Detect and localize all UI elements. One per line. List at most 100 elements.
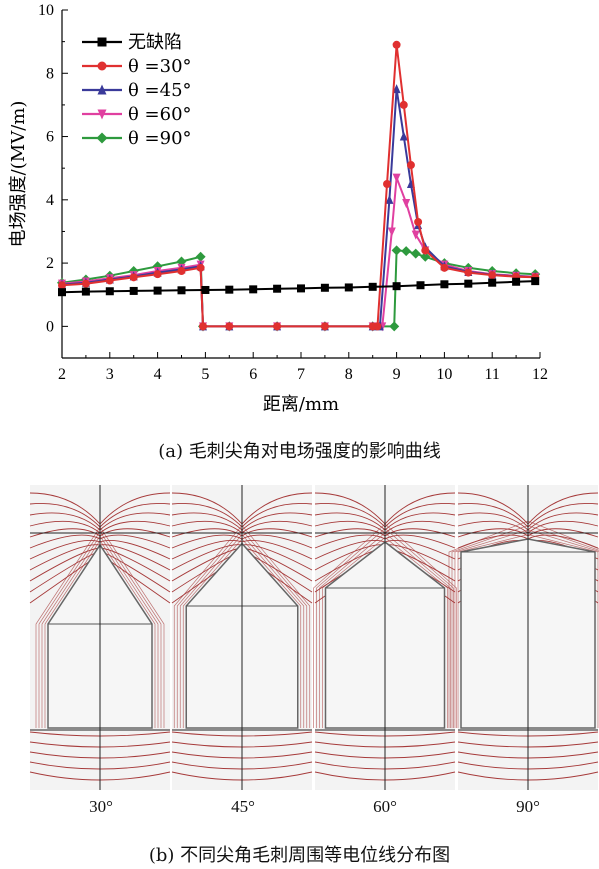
data-point [414,217,423,226]
data-point [81,279,90,288]
data-point [196,263,205,272]
data-point [297,284,305,293]
data-point [177,286,186,295]
data-point [531,277,540,286]
x-tick-label: 7 [297,366,305,383]
data-point [105,276,114,285]
data-point [225,322,234,331]
data-point [387,227,396,237]
x-tick-label: 3 [106,366,114,383]
data-point [440,280,449,289]
panel-label-30: 30° [89,797,113,816]
legend-label: θ =30° [128,56,192,77]
data-point [401,246,412,257]
field-strength-chart: 2 3 4 5 6 7 8 9 10 11 12 0 2 4 6 8 10 距离/mm 电场强度/(MV/m) 无缺… [8,2,548,415]
data-point [420,251,431,262]
data-point [273,284,282,293]
x-tick-label: 2 [58,366,66,383]
data-point [410,248,421,259]
data-point [199,322,208,331]
data-point [392,40,401,49]
series-group [58,277,540,297]
data-point [129,273,138,282]
data-point [440,263,449,272]
series-group [58,40,540,331]
data-point [58,288,66,297]
panel-90° [448,485,599,790]
legend-label: θ =90° [128,128,192,149]
y-axis-label: 电场强度/(MV/m) [8,101,29,248]
data-point [368,282,377,291]
data-point [97,61,107,71]
x-tick-label: 12 [532,366,548,383]
data-point [392,84,401,94]
data-point [97,37,107,47]
figure-caption-a: (a) 毛刺尖角对电场强度的影响曲线 [158,441,441,462]
chart-legend: 无缺陷 θ =30° θ =45° θ =60° θ =90° [82,32,192,149]
data-point [97,84,107,95]
data-point [249,285,258,294]
data-point [488,271,497,280]
data-point [385,194,394,204]
panel-30° [29,485,171,790]
data-point [97,109,107,120]
chart-series [57,40,541,332]
data-point [81,287,90,296]
data-point [105,287,114,296]
data-point [416,281,425,290]
data-point [320,322,329,331]
y-tick-label: 2 [46,255,54,272]
data-point [389,321,400,332]
data-point [195,251,206,262]
y-tick-label: 0 [46,318,54,335]
x-axis-label: 距离/mm [263,394,339,415]
data-point [512,277,521,286]
x-tick-label: 4 [154,366,162,383]
x-tick-label: 11 [484,366,499,383]
data-point [391,245,402,256]
x-tick-label: 5 [201,366,209,383]
data-point [273,322,282,331]
data-point [406,161,415,170]
legend-label: θ =45° [128,80,192,101]
data-point [399,131,408,141]
panel-label-60: 60° [373,797,397,816]
panel-label-90: 90° [516,797,540,816]
data-point [373,322,382,331]
data-point [225,285,234,294]
panel-45° [171,485,313,790]
x-tick-label: 8 [345,366,353,383]
data-point [129,286,138,295]
data-point [383,180,392,188]
y-tick-label: 8 [46,65,54,82]
y-tick-label: 6 [46,129,54,146]
data-point [320,283,329,292]
data-point [344,283,353,292]
legend-label: θ =60° [128,104,192,125]
x-tick-label: 6 [249,366,257,383]
figure-caption-b: (b) 不同尖角毛刺周围等电位线分布图 [148,845,451,866]
chart-axes: 2 3 4 5 6 7 8 9 10 11 12 0 2 4 6 8 10 距离/mm 电场强度/(MV/m) [8,2,548,415]
y-tick-label: 4 [46,192,54,209]
data-point [488,278,497,287]
data-point [96,132,108,144]
equipotential-panels [29,485,599,790]
x-tick-label: 10 [436,366,452,383]
data-point [399,100,408,109]
data-point [402,198,411,208]
data-point [58,281,66,290]
data-point [392,173,401,183]
y-tick-label: 10 [38,2,54,19]
data-point [421,246,430,255]
data-point [201,285,210,294]
data-point [177,267,186,275]
legend-label: 无缺陷 [128,32,182,53]
data-point [392,282,401,291]
data-point [411,230,420,240]
data-point [153,270,162,279]
panel-60° [313,485,457,790]
x-tick-label: 9 [393,366,401,383]
data-point [464,268,473,277]
panel-label-45: 45° [231,797,255,816]
data-point [153,286,162,295]
